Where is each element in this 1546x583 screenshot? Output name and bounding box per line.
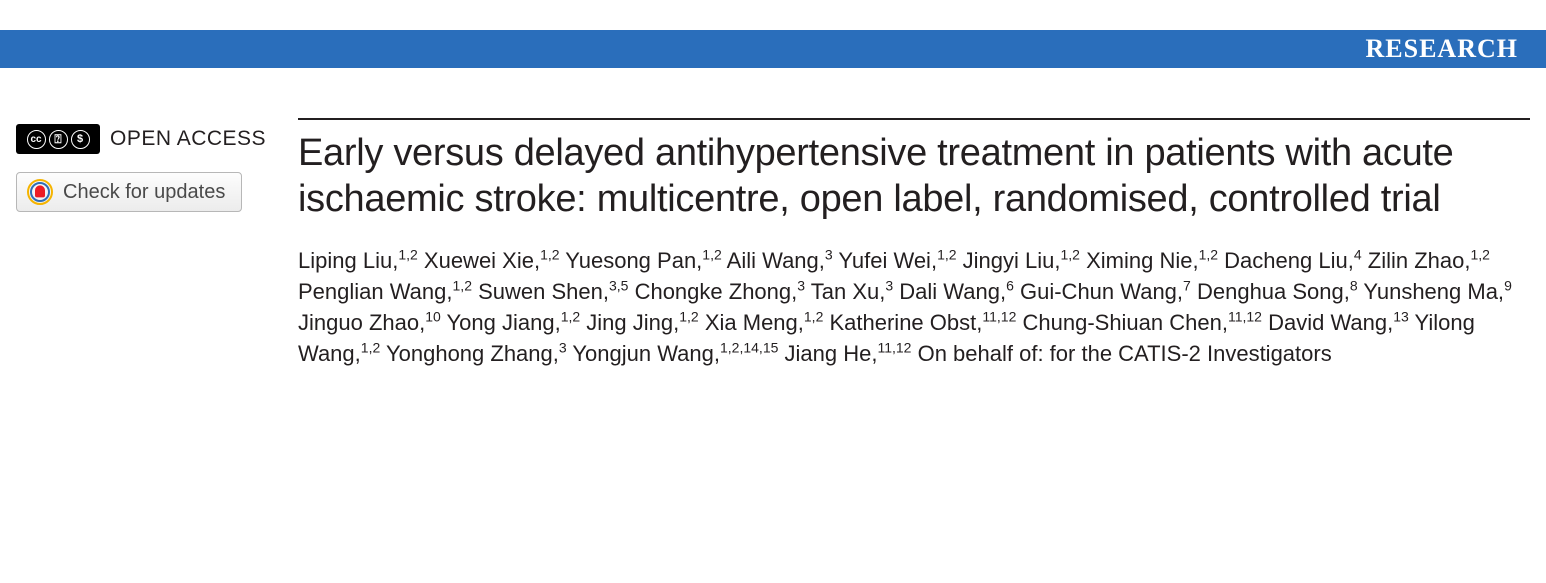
author-affiliation: 11,12: [1228, 309, 1262, 325]
author: Yunsheng Ma,9: [1363, 279, 1511, 304]
author: Aili Wang,3: [727, 248, 833, 273]
author-list: Liping Liu,1,2 Xuewei Xie,1,2 Yuesong Pa…: [298, 245, 1530, 370]
author: Zilin Zhao,1,2: [1368, 248, 1490, 273]
cc-icon: cc: [27, 130, 46, 149]
author-affiliation: 3,5: [609, 278, 628, 294]
author-affiliation: 10: [425, 309, 441, 325]
author-affiliation: 3: [559, 340, 567, 356]
author-affiliation: 1,2: [937, 246, 956, 262]
author: Chung-Shiuan Chen,11,12: [1022, 310, 1261, 335]
author-affiliation: 1,2: [1470, 246, 1489, 262]
author-affiliation: 11,12: [877, 340, 911, 356]
author: Yufei Wei,1,2: [838, 248, 956, 273]
author: Xuewei Xie,1,2: [424, 248, 560, 273]
author-affiliation: 1,2: [453, 278, 472, 294]
author-affiliation: 8: [1350, 278, 1358, 294]
author: Yongjun Wang,1,2,14,15: [572, 341, 778, 366]
cc-nc-icon: $: [71, 130, 90, 149]
author: Yuesong Pan,1,2: [565, 248, 721, 273]
author: Penglian Wang,1,2: [298, 279, 472, 304]
author: Dacheng Liu,4: [1224, 248, 1361, 273]
author-affiliation: 3: [825, 246, 833, 262]
author-affiliation: 1,2: [1061, 246, 1080, 262]
author: Denghua Song,8: [1197, 279, 1358, 304]
cc-license-icon: cc ⍰ $: [16, 124, 100, 154]
author: David Wang,13: [1268, 310, 1409, 335]
author-affiliation: 1,2: [540, 246, 559, 262]
main-column: Early versus delayed antihypertensive tr…: [298, 118, 1530, 370]
author: Tan Xu,3: [811, 279, 893, 304]
section-banner: RESEARCH: [0, 30, 1546, 68]
author-affiliation: 1,2: [702, 246, 721, 262]
author: Ximing Nie,1,2: [1086, 248, 1218, 273]
author-affiliation: 9: [1504, 278, 1512, 294]
check-for-updates-label: Check for updates: [63, 181, 225, 204]
author: Gui-Chun Wang,7: [1020, 279, 1191, 304]
open-access-label: OPEN ACCESS: [110, 127, 266, 151]
author-affiliation: 1,2: [398, 246, 417, 262]
author: Dali Wang,6: [899, 279, 1014, 304]
author: Jing Jing,1,2: [586, 310, 698, 335]
author-affiliation: 1,2: [361, 340, 380, 356]
author: Jiang He,11,12: [785, 341, 912, 366]
author: Yong Jiang,1,2: [447, 310, 581, 335]
author-affiliation: 7: [1183, 278, 1191, 294]
check-for-updates-button[interactable]: Check for updates: [16, 172, 242, 212]
author-affiliation: 1,2,14,15: [720, 340, 778, 356]
section-banner-label: RESEARCH: [1366, 34, 1518, 64]
author: Jinguo Zhao,10: [298, 310, 441, 335]
author-affiliation: 11,12: [982, 309, 1016, 325]
author-affiliation: 3: [797, 278, 805, 294]
article-title: Early versus delayed antihypertensive tr…: [298, 130, 1530, 223]
author-affiliation: 6: [1006, 278, 1014, 294]
author-affiliation: 1,2: [561, 309, 580, 325]
author: Liping Liu,1,2: [298, 248, 418, 273]
left-column: cc ⍰ $ OPEN ACCESS Check for updates: [16, 118, 298, 370]
cc-by-icon: ⍰: [49, 130, 68, 149]
author: Jingyi Liu,1,2: [963, 248, 1080, 273]
author: Suwen Shen,3,5: [478, 279, 628, 304]
author-affiliation: 1,2: [804, 309, 823, 325]
author: Xia Meng,1,2: [705, 310, 824, 335]
author-affiliation: 13: [1393, 309, 1409, 325]
author: Katherine Obst,11,12: [829, 310, 1016, 335]
author-affiliation: 1,2: [679, 309, 698, 325]
crossmark-icon: [27, 179, 53, 205]
content-wrap: cc ⍰ $ OPEN ACCESS Check for updates Ear…: [0, 118, 1546, 390]
open-access-row: cc ⍰ $ OPEN ACCESS: [16, 124, 298, 154]
author: Yonghong Zhang,3: [386, 341, 567, 366]
author-affiliation: 3: [885, 278, 893, 294]
author-suffix: On behalf of: for the CATIS-2 Investigat…: [918, 341, 1332, 366]
author-affiliation: 4: [1354, 246, 1362, 262]
author: Chongke Zhong,3: [635, 279, 805, 304]
author-affiliation: 1,2: [1199, 246, 1218, 262]
